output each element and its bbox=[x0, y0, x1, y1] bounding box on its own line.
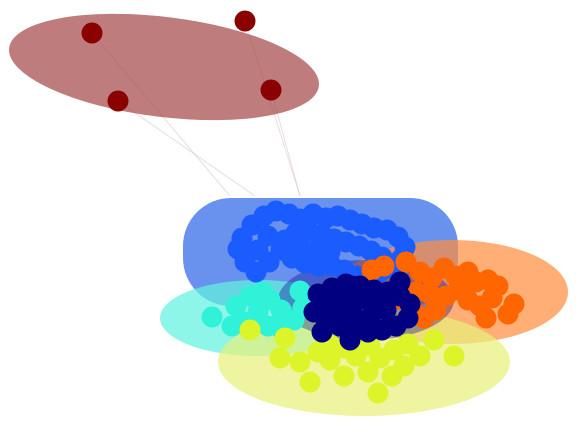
point-orange-21 bbox=[419, 283, 441, 305]
point-cyan-11 bbox=[251, 281, 273, 303]
point-orange-23 bbox=[497, 303, 519, 325]
point-navy-24 bbox=[341, 275, 363, 297]
point-yellow-green-2 bbox=[289, 351, 311, 373]
point-yellow-green-15 bbox=[381, 365, 403, 387]
point-yellow-green-16 bbox=[357, 361, 379, 383]
point-cyan-0 bbox=[201, 306, 223, 328]
point-blue-38 bbox=[258, 251, 280, 273]
point-navy-25 bbox=[389, 271, 411, 293]
point-dark-red-1 bbox=[234, 10, 256, 32]
point-cyan-10 bbox=[289, 280, 311, 302]
point-yellow-green-4 bbox=[319, 349, 341, 371]
point-dark-red-3 bbox=[260, 79, 282, 101]
point-blue-43 bbox=[319, 241, 341, 263]
edge-0 bbox=[117, 100, 256, 197]
point-yellow-green-13 bbox=[443, 345, 465, 367]
point-yellow-green-20 bbox=[239, 319, 261, 341]
point-blue-42 bbox=[304, 240, 326, 262]
point-orange-1 bbox=[373, 255, 395, 277]
point-blue-39 bbox=[227, 238, 249, 260]
point-navy-20 bbox=[375, 299, 397, 321]
point-yellow-green-12 bbox=[423, 329, 445, 351]
point-dark-red-0 bbox=[81, 22, 103, 44]
point-blue-40 bbox=[257, 225, 279, 247]
point-yellow-green-19 bbox=[367, 382, 389, 404]
point-yellow-green-11 bbox=[409, 345, 431, 367]
point-dark-red-2 bbox=[107, 90, 129, 112]
point-layer bbox=[81, 10, 525, 404]
point-navy-23 bbox=[329, 303, 351, 325]
point-yellow-green-18 bbox=[299, 371, 321, 393]
point-navy-15 bbox=[303, 301, 325, 323]
point-navy-21 bbox=[359, 307, 381, 329]
point-yellow-green-17 bbox=[333, 365, 355, 387]
hull-dark-red bbox=[9, 13, 319, 121]
point-orange-24 bbox=[475, 307, 497, 329]
point-yellow-green-0 bbox=[274, 327, 296, 349]
point-navy-27 bbox=[339, 329, 361, 351]
point-navy-26 bbox=[311, 321, 333, 343]
point-yellow-green-1 bbox=[269, 347, 291, 369]
